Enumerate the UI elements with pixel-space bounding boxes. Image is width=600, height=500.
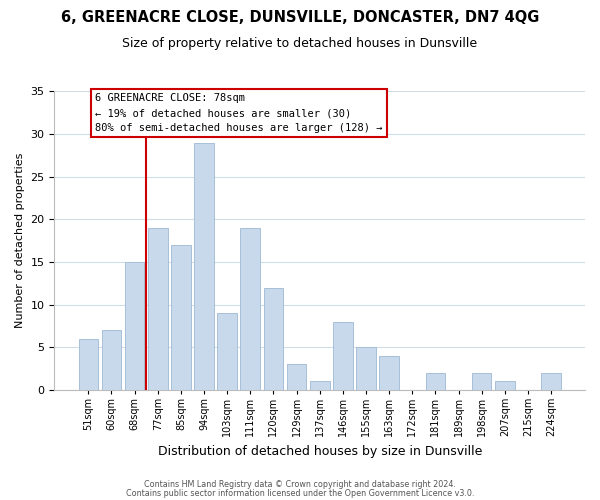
Text: 6 GREENACRE CLOSE: 78sqm
← 19% of detached houses are smaller (30)
80% of semi-d: 6 GREENACRE CLOSE: 78sqm ← 19% of detach… (95, 93, 383, 133)
Bar (241, 228, 260, 390)
Bar (356, 347, 376, 390)
Bar (379, 356, 399, 390)
X-axis label: Distribution of detached houses by size in Dunsville: Distribution of detached houses by size … (158, 444, 482, 458)
Text: 6, GREENACRE CLOSE, DUNSVILLE, DONCASTER, DN7 4QG: 6, GREENACRE CLOSE, DUNSVILLE, DONCASTER… (61, 10, 539, 25)
Text: Size of property relative to detached houses in Dunsville: Size of property relative to detached ho… (122, 38, 478, 51)
Bar (194, 142, 214, 390)
Bar (425, 373, 445, 390)
Bar (495, 382, 515, 390)
Bar (263, 288, 283, 390)
Bar (472, 373, 491, 390)
Bar (79, 338, 98, 390)
Text: Contains HM Land Registry data © Crown copyright and database right 2024.: Contains HM Land Registry data © Crown c… (144, 480, 456, 489)
Text: Contains public sector information licensed under the Open Government Licence v3: Contains public sector information licen… (126, 488, 474, 498)
Bar (101, 330, 121, 390)
Bar (287, 364, 307, 390)
Bar (217, 313, 237, 390)
Bar (541, 373, 561, 390)
Bar (125, 262, 145, 390)
Bar (148, 228, 167, 390)
Bar (310, 382, 329, 390)
Bar (171, 245, 191, 390)
Y-axis label: Number of detached properties: Number of detached properties (15, 153, 25, 328)
Bar (333, 322, 353, 390)
